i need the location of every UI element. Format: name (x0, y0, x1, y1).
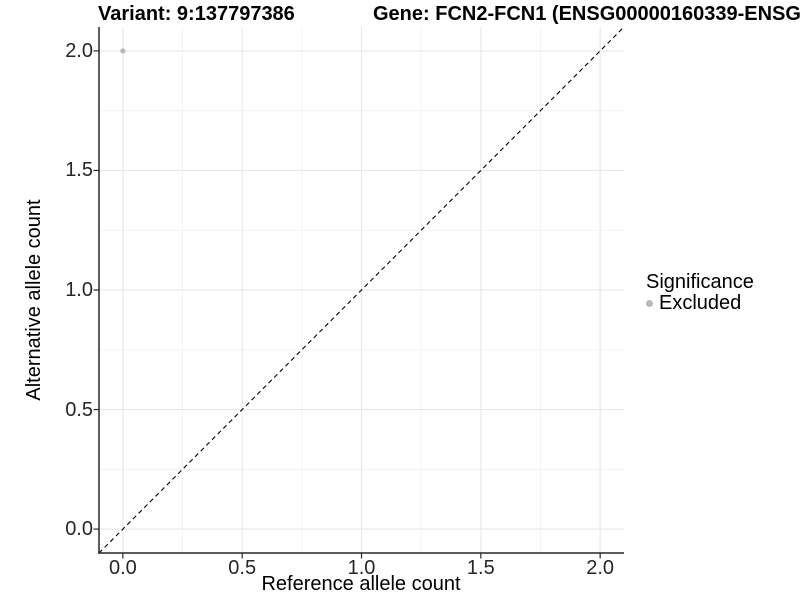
y-tick-label: 1.5 (65, 159, 93, 182)
legend: Significance Excluded (646, 271, 754, 314)
legend-items: Excluded (646, 291, 754, 314)
x-tick-label: 1.5 (466, 557, 495, 579)
legend-item-label: Excluded (659, 291, 742, 314)
data-point (120, 48, 126, 54)
x-tick-label: 2.0 (586, 557, 615, 579)
y-axis-title: Alternative allele count (23, 199, 45, 401)
x-tick-label: 0.5 (228, 557, 257, 579)
y-tick-label: 0.0 (65, 518, 93, 541)
x-tick-label: 0.0 (108, 557, 137, 579)
x-tick-label: 1.0 (347, 557, 376, 579)
plot-title-gene: Gene: FCN2-FCN1 (ENSG00000160339-ENSG (373, 3, 800, 25)
identity-reference-line (98, 26, 625, 554)
plot-title-variant: Variant: 9:137797386 (98, 3, 295, 25)
legend-item: Excluded (646, 291, 754, 314)
y-tick-label: 2.0 (65, 39, 93, 62)
legend-title: Significance (646, 271, 754, 293)
x-axis-title: Reference allele count (261, 573, 461, 595)
legend-marker-icon (646, 299, 653, 307)
y-tick-label: 1.0 (65, 279, 93, 301)
y-tick-label: 0.5 (65, 398, 93, 421)
